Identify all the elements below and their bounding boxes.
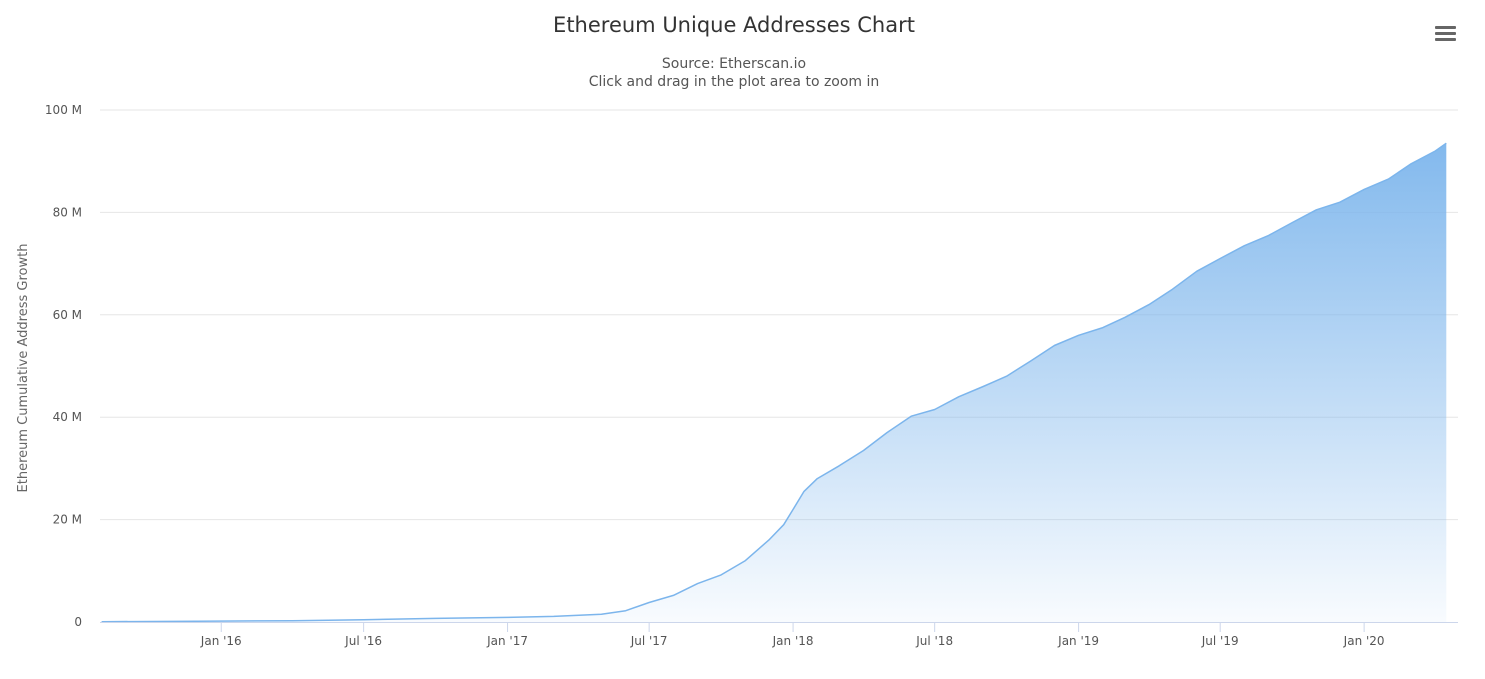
- y-tick-label: 0: [74, 615, 82, 629]
- axes: 0 20 M 40 M 60 M 80 M 100 M Jan '16 Jul '16 Jan …: [45, 103, 1458, 648]
- menu-bar-bottom: [1435, 38, 1456, 41]
- y-tick-label: 60 M: [53, 308, 82, 322]
- x-tick-label: Jan '19: [1057, 634, 1099, 648]
- plot-area[interactable]: [101, 142, 1447, 623]
- x-tick-label: Jan '18: [772, 634, 814, 648]
- y-tick-label: 100 M: [45, 103, 82, 117]
- x-tick-label: Jul '18: [915, 634, 953, 648]
- menu-bar-top: [1435, 26, 1456, 29]
- chart-title: Ethereum Unique Addresses Chart: [553, 13, 915, 37]
- x-tick-label: Jul '19: [1201, 634, 1239, 648]
- hamburger-menu-icon[interactable]: [1431, 21, 1459, 45]
- x-tick-label: Jan '16: [200, 634, 242, 648]
- y-axis-title: Ethereum Cumulative Address Growth: [16, 244, 31, 493]
- series-area: [101, 143, 1447, 623]
- menu-bar-middle: [1435, 32, 1456, 35]
- x-tick-label: Jul '16: [344, 634, 382, 648]
- x-tick-label: Jan '20: [1343, 634, 1385, 648]
- y-tick-label: 40 M: [53, 410, 82, 424]
- chart-subtitle-source: Source: Etherscan.io: [661, 56, 807, 72]
- y-tick-label: 80 M: [53, 205, 82, 219]
- chart-subtitle-hint: Click and drag in the plot area to zoom …: [588, 74, 880, 90]
- y-tick-label: 20 M: [53, 513, 82, 527]
- series-line: [101, 142, 1447, 623]
- x-tick-label: Jan '17: [486, 634, 528, 648]
- x-tick-label: Jul '17: [630, 634, 668, 648]
